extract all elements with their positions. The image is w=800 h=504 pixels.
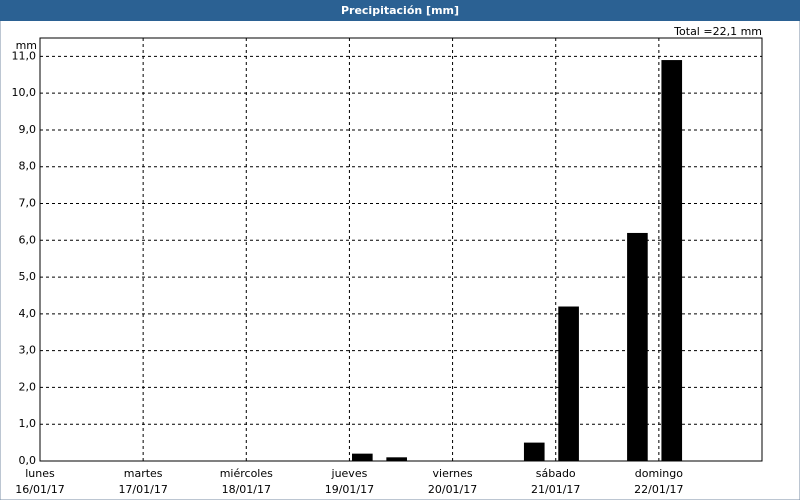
bar — [352, 453, 373, 461]
x-tick-date: 17/01/17 — [118, 483, 167, 496]
y-tick-label: 6,0 — [19, 233, 37, 246]
y-unit: mm — [16, 39, 37, 52]
x-tick-label: viernes — [433, 467, 473, 480]
x-tick-label: domingo — [635, 467, 683, 480]
y-tick-label: 9,0 — [19, 123, 37, 136]
y-tick-label: 2,0 — [19, 380, 37, 393]
x-tick-date: 20/01/17 — [428, 483, 477, 496]
chart-title: Precipitación [mm] — [341, 4, 459, 17]
y-tick-label: 5,0 — [19, 270, 37, 283]
y-tick-label: 7,0 — [19, 197, 37, 210]
y-tick-label: 10,0 — [12, 86, 37, 99]
y-tick-label: 8,0 — [19, 160, 37, 173]
x-tick-label: martes — [124, 467, 163, 480]
x-tick-label: jueves — [331, 467, 368, 480]
bar — [661, 60, 683, 461]
bar — [558, 306, 579, 461]
x-tick-date: 16/01/17 — [15, 483, 64, 496]
bar — [523, 442, 545, 461]
y-tick-label: 1,0 — [19, 417, 37, 430]
bar — [627, 232, 648, 461]
x-tick-date: 18/01/17 — [222, 483, 271, 496]
y-tick-label: 4,0 — [19, 307, 37, 320]
total-label: Total =22,1 mm — [673, 25, 762, 38]
x-tick-date: 22/01/17 — [634, 483, 683, 496]
x-tick-label: sábado — [536, 467, 576, 480]
y-tick-label: 3,0 — [19, 344, 37, 357]
x-tick-date: 21/01/17 — [531, 483, 580, 496]
y-tick-label: 0,0 — [19, 454, 37, 467]
x-tick-label: miércoles — [220, 467, 273, 480]
y-tick-label: 11,0 — [12, 49, 37, 62]
x-tick-label: lunes — [25, 467, 55, 480]
x-tick-date: 19/01/17 — [325, 483, 374, 496]
title-bar — [0, 0, 800, 21]
bar — [386, 457, 407, 461]
